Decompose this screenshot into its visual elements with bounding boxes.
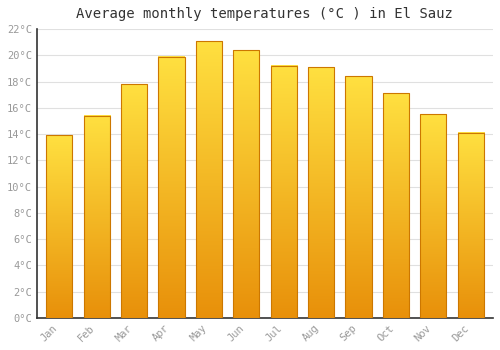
- Bar: [420, 114, 446, 318]
- Bar: [382, 93, 409, 318]
- Bar: [308, 67, 334, 318]
- Bar: [270, 66, 296, 318]
- Bar: [121, 84, 147, 318]
- Bar: [233, 50, 260, 318]
- Bar: [346, 76, 372, 318]
- Title: Average monthly temperatures (°C ) in El Sauz: Average monthly temperatures (°C ) in El…: [76, 7, 454, 21]
- Bar: [84, 116, 110, 318]
- Bar: [458, 133, 483, 318]
- Bar: [158, 57, 184, 318]
- Bar: [196, 41, 222, 318]
- Bar: [46, 135, 72, 318]
